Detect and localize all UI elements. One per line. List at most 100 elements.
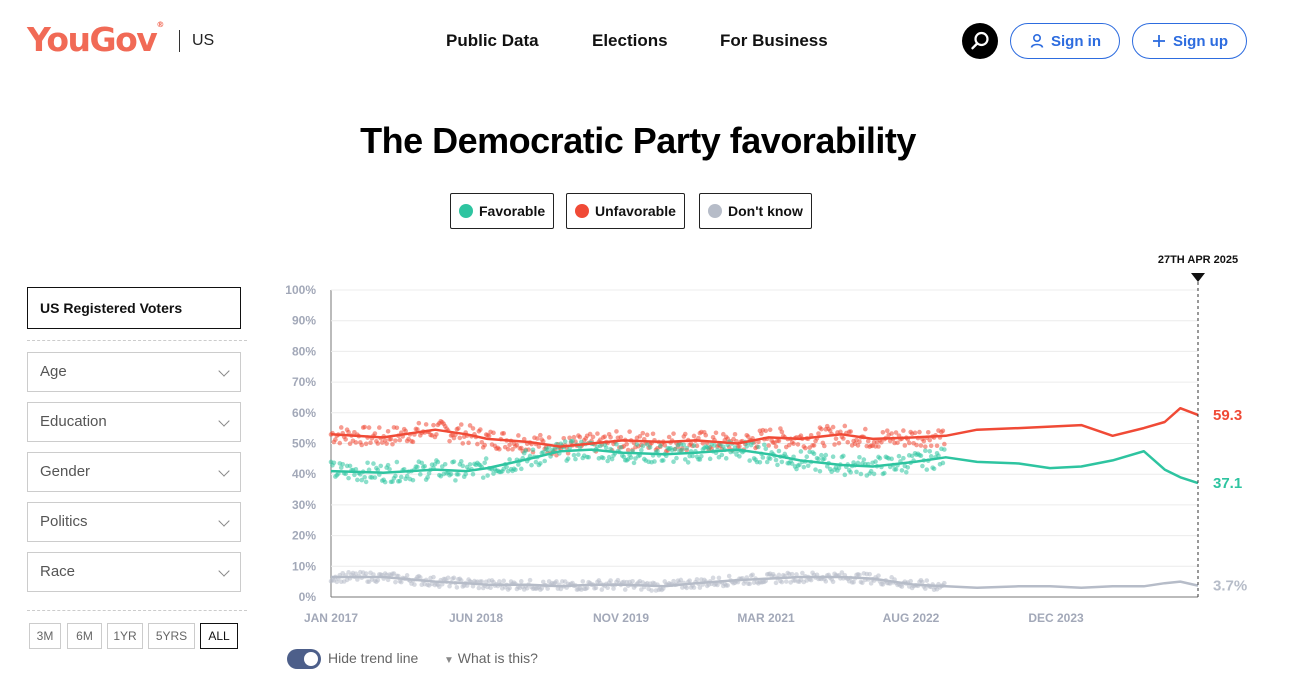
data-point (573, 583, 578, 588)
data-point (776, 448, 782, 454)
y-tick-label: 80% (292, 344, 316, 358)
data-point (334, 579, 340, 585)
data-point (658, 586, 663, 592)
filter-education[interactable]: Education (27, 402, 241, 442)
data-point (508, 466, 514, 472)
data-point (491, 579, 496, 585)
region-label[interactable]: US (179, 30, 214, 52)
data-point (565, 456, 571, 462)
data-point (882, 579, 887, 584)
nav-elections[interactable]: Elections (592, 31, 668, 50)
data-point (536, 462, 542, 468)
data-point (933, 584, 938, 590)
data-point (814, 572, 820, 578)
data-point (579, 587, 584, 592)
data-point (682, 584, 688, 589)
data-point (706, 445, 711, 451)
data-point (545, 450, 550, 456)
range-3m[interactable]: 3M (29, 623, 61, 649)
data-point (880, 471, 886, 477)
data-point (538, 432, 543, 438)
data-point (867, 571, 872, 577)
data-point (924, 578, 930, 583)
data-point (417, 575, 423, 580)
yougov-logo[interactable]: YouGov® (27, 20, 164, 59)
data-point (656, 439, 662, 445)
data-point (349, 433, 354, 438)
data-point (808, 459, 814, 465)
data-point (341, 434, 347, 440)
data-point (716, 575, 722, 581)
data-point (802, 459, 808, 464)
filter-race[interactable]: Race (27, 552, 241, 592)
search-button[interactable] (962, 23, 998, 59)
trend-line-label[interactable]: Hide trend line (328, 650, 419, 666)
data-point (331, 460, 337, 466)
data-point (848, 470, 853, 475)
sign-up-label: Sign up (1173, 32, 1228, 50)
data-point (602, 583, 608, 589)
sign-up-button[interactable]: Sign up (1132, 23, 1247, 59)
what-is-this-link[interactable]: ▼ What is this? (444, 650, 538, 666)
toggle-knob (304, 652, 318, 666)
range-all[interactable]: ALL (200, 623, 238, 649)
sign-in-button[interactable]: Sign in (1010, 23, 1120, 59)
data-point (656, 587, 662, 593)
filter-politics[interactable]: Politics (27, 502, 241, 542)
data-point (622, 587, 628, 592)
data-point (832, 467, 837, 472)
data-point (366, 579, 372, 584)
data-point (665, 445, 670, 451)
data-point (650, 431, 656, 437)
data-point (507, 442, 512, 448)
legend-favorable[interactable]: Favorable (450, 193, 555, 229)
data-point (435, 422, 441, 428)
data-point (592, 586, 597, 591)
data-point (655, 582, 660, 587)
data-point (757, 428, 763, 434)
data-point (687, 442, 692, 448)
data-point (781, 453, 786, 459)
trend-line-toggle[interactable] (287, 649, 321, 669)
range-1yr[interactable]: 1YR (107, 623, 143, 649)
data-point (640, 580, 646, 585)
filter-age[interactable]: Age (27, 352, 241, 392)
data-point (350, 467, 356, 473)
data-point (725, 583, 731, 588)
data-point (841, 576, 846, 581)
data-point (336, 471, 341, 476)
data-point (877, 456, 883, 461)
range-5yrs[interactable]: 5YRS (148, 623, 195, 649)
data-point (936, 428, 941, 433)
data-point (488, 466, 493, 471)
data-point (486, 433, 492, 439)
nav-for-business[interactable]: For Business (720, 31, 828, 50)
data-point (802, 445, 808, 451)
data-point (497, 469, 502, 475)
data-point (369, 475, 375, 480)
data-point (662, 451, 668, 457)
data-point (438, 419, 444, 424)
data-point (416, 459, 422, 465)
data-point (413, 426, 419, 432)
legend-dont-know[interactable]: Don't know (699, 193, 812, 229)
data-point (838, 576, 843, 581)
data-point (852, 463, 858, 468)
data-point (581, 437, 587, 443)
data-point (589, 582, 594, 588)
data-point (357, 440, 363, 445)
data-point (507, 457, 512, 462)
legend-unfavorable[interactable]: Unfavorable (566, 193, 685, 229)
data-point (931, 587, 937, 593)
data-point (801, 579, 807, 585)
data-point (663, 582, 669, 587)
data-point (778, 578, 783, 584)
data-point (665, 448, 670, 453)
population-selector[interactable]: US Registered Voters (27, 287, 241, 329)
nav-public-data[interactable]: Public Data (446, 31, 539, 50)
data-point (737, 454, 742, 459)
data-point (656, 453, 662, 458)
range-6m[interactable]: 6M (67, 623, 102, 649)
data-point (836, 440, 842, 446)
filter-gender[interactable]: Gender (27, 452, 241, 492)
